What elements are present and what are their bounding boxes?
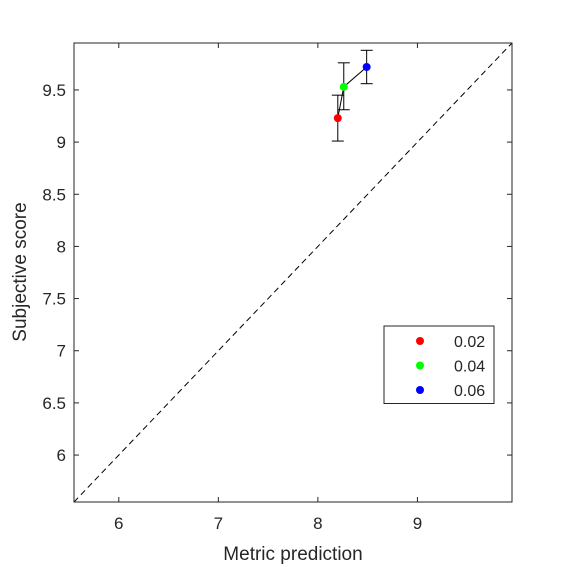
legend-marker-0.06 xyxy=(416,386,424,394)
y-tick-label: 9 xyxy=(57,133,66,152)
x-tick-label: 7 xyxy=(214,514,223,533)
x-tick-label: 6 xyxy=(114,514,123,533)
legend-label-0.02: 0.02 xyxy=(454,334,485,351)
legend-box xyxy=(383,325,495,404)
diagonal-reference-line xyxy=(74,43,512,502)
y-tick-label: 7 xyxy=(57,342,66,361)
y-tick-label: 9.5 xyxy=(42,81,66,100)
x-tick-label: 8 xyxy=(313,514,322,533)
data-point-0.06 xyxy=(362,62,371,71)
legend-marker-0.02 xyxy=(416,337,424,345)
data-point-0.02 xyxy=(333,114,342,123)
legend-marker-0.04 xyxy=(416,361,424,370)
x-tick-label: 9 xyxy=(413,514,422,533)
y-tick-label: 6 xyxy=(57,446,66,465)
y-tick-label: 8 xyxy=(57,237,66,256)
plot-frame xyxy=(73,42,513,503)
y-axis-label: Subjective score xyxy=(10,202,31,341)
x-axis-label: Metric prediction xyxy=(223,544,362,565)
data-point-0.04 xyxy=(339,82,348,91)
legend-label-0.04: 0.04 xyxy=(454,359,485,376)
legend: 0.02 0.04 0.06 xyxy=(383,325,495,404)
y-tick-label: 8.5 xyxy=(42,185,66,204)
y-tick-label: 6.5 xyxy=(42,394,66,413)
legend-label-0.06: 0.06 xyxy=(454,383,485,400)
y-tick-label: 7.5 xyxy=(42,290,66,309)
